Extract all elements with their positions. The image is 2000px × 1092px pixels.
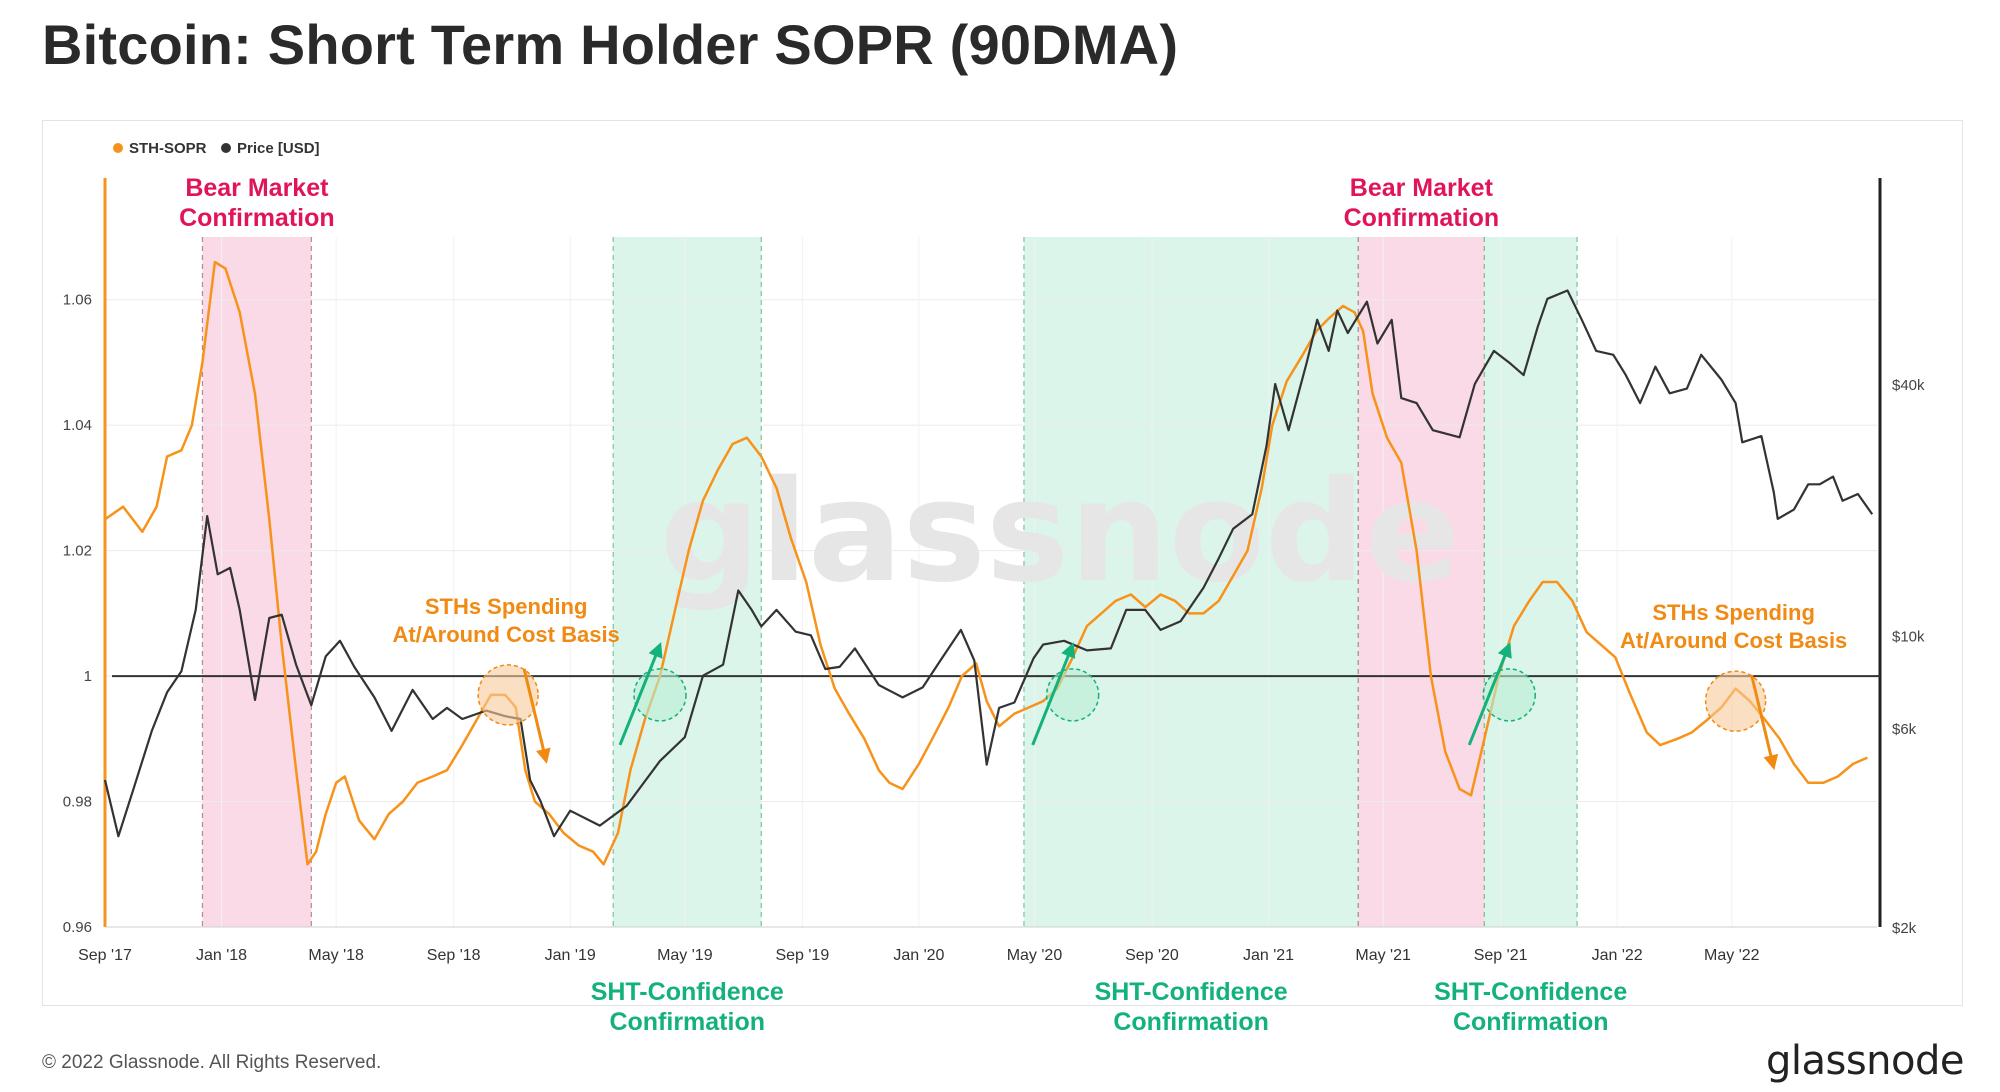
annotation-arrow <box>522 668 551 764</box>
y-left-tick-label: 1.04 <box>63 417 92 434</box>
copyright-text: © 2022 Glassnode. All Rights Reserved. <box>42 1052 382 1073</box>
x-tick-label: Jan '19 <box>545 947 596 964</box>
legend-label: Price [USD] <box>237 140 320 157</box>
x-tick-label: May '18 <box>308 947 364 964</box>
region-label: Confirmation <box>1344 204 1500 232</box>
x-tick-label: Jan '21 <box>1243 947 1294 964</box>
chart-frame <box>42 120 1963 1006</box>
x-tick-label: May '19 <box>657 947 713 964</box>
glassnode-logo: glassnode <box>1765 1038 1965 1084</box>
legend-label: STH-SOPR <box>129 140 207 157</box>
y-right-tick-label: $6k <box>1892 721 1917 738</box>
annotation-text: STHs Spending <box>425 594 588 619</box>
annotation-text: At/Around Cost Basis <box>1620 628 1847 653</box>
region-label: SHT-Confidence <box>1434 978 1627 1006</box>
region-label: Confirmation <box>609 1008 765 1036</box>
y-left-tick-label: 0.96 <box>63 919 92 936</box>
y-right-tick-label: $10k <box>1892 628 1925 645</box>
region-bear <box>202 237 312 927</box>
legend: STH-SOPR Price [USD] <box>113 140 320 157</box>
region-confidence <box>1023 237 1359 927</box>
series-line-price <box>103 289 1874 838</box>
region-label: Confirmation <box>1453 1008 1609 1036</box>
annotations: STHs Spending At/Around Cost Basis STHs Sp… <box>392 594 1847 771</box>
confidence-circle <box>1482 668 1536 722</box>
confidence-circle <box>633 668 687 722</box>
y-left-tick-label: 1 <box>84 668 92 685</box>
x-tick-label: Sep '19 <box>775 947 829 964</box>
region-labels: Bear MarketConfirmationSHT-ConfidenceCon… <box>179 174 1627 1036</box>
region-label: SHT-Confidence <box>591 978 784 1006</box>
x-tick-label: May '21 <box>1355 947 1411 964</box>
region-confidence <box>613 237 762 927</box>
y-right-tick-label: $40k <box>1892 377 1925 394</box>
y-left-tick-label: 0.98 <box>63 794 92 811</box>
annotation-circle <box>477 664 539 726</box>
confidence-arrow <box>1031 642 1076 746</box>
x-tick-label: Jan '22 <box>1592 947 1643 964</box>
annotation-circle <box>1704 670 1767 732</box>
axes: 0.96 0.98 1 1.02 1.04 1.06 Sep '17 Jan '18 May '… <box>63 178 1925 964</box>
region-label: Confirmation <box>179 204 335 232</box>
legend-dot <box>113 143 123 153</box>
page-title: Bitcoin: Short Term Holder SOPR (90DMA) <box>42 13 1179 76</box>
confidence-arrow <box>618 642 663 746</box>
confidence-arrow <box>1467 642 1512 746</box>
y-right-tick-label: $2k <box>1892 920 1917 937</box>
x-tick-label: Sep '17 <box>78 947 132 964</box>
x-tick-label: Sep '18 <box>427 947 481 964</box>
annotation-text: STHs Spending <box>1652 600 1815 625</box>
region-label: SHT-Confidence <box>1095 978 1288 1006</box>
y-left-tick-label: 1.02 <box>63 543 92 560</box>
x-tick-label: May '22 <box>1704 947 1760 964</box>
region-confidence <box>1484 237 1578 927</box>
region-label: Confirmation <box>1113 1008 1269 1036</box>
x-tick-label: Sep '21 <box>1474 947 1528 964</box>
series-lines <box>103 260 1874 866</box>
x-tick-label: May '20 <box>1007 947 1063 964</box>
legend-dot <box>221 143 231 153</box>
x-tick-label: Jan '18 <box>196 947 247 964</box>
x-tick-label: Jan '20 <box>893 947 944 964</box>
annotation-arrow <box>1750 674 1779 771</box>
watermark: glassnode <box>660 451 1460 614</box>
region-label: Bear Market <box>185 174 329 202</box>
x-tick-label: Sep '20 <box>1125 947 1179 964</box>
shaded-regions <box>201 237 1578 927</box>
region-label: Bear Market <box>1350 174 1494 202</box>
series-line-sth-sopr <box>104 260 1868 866</box>
annotation-text: At/Around Cost Basis <box>392 622 619 647</box>
y-left-tick-label: 1.06 <box>63 292 92 309</box>
confidence-circle <box>1045 668 1100 722</box>
